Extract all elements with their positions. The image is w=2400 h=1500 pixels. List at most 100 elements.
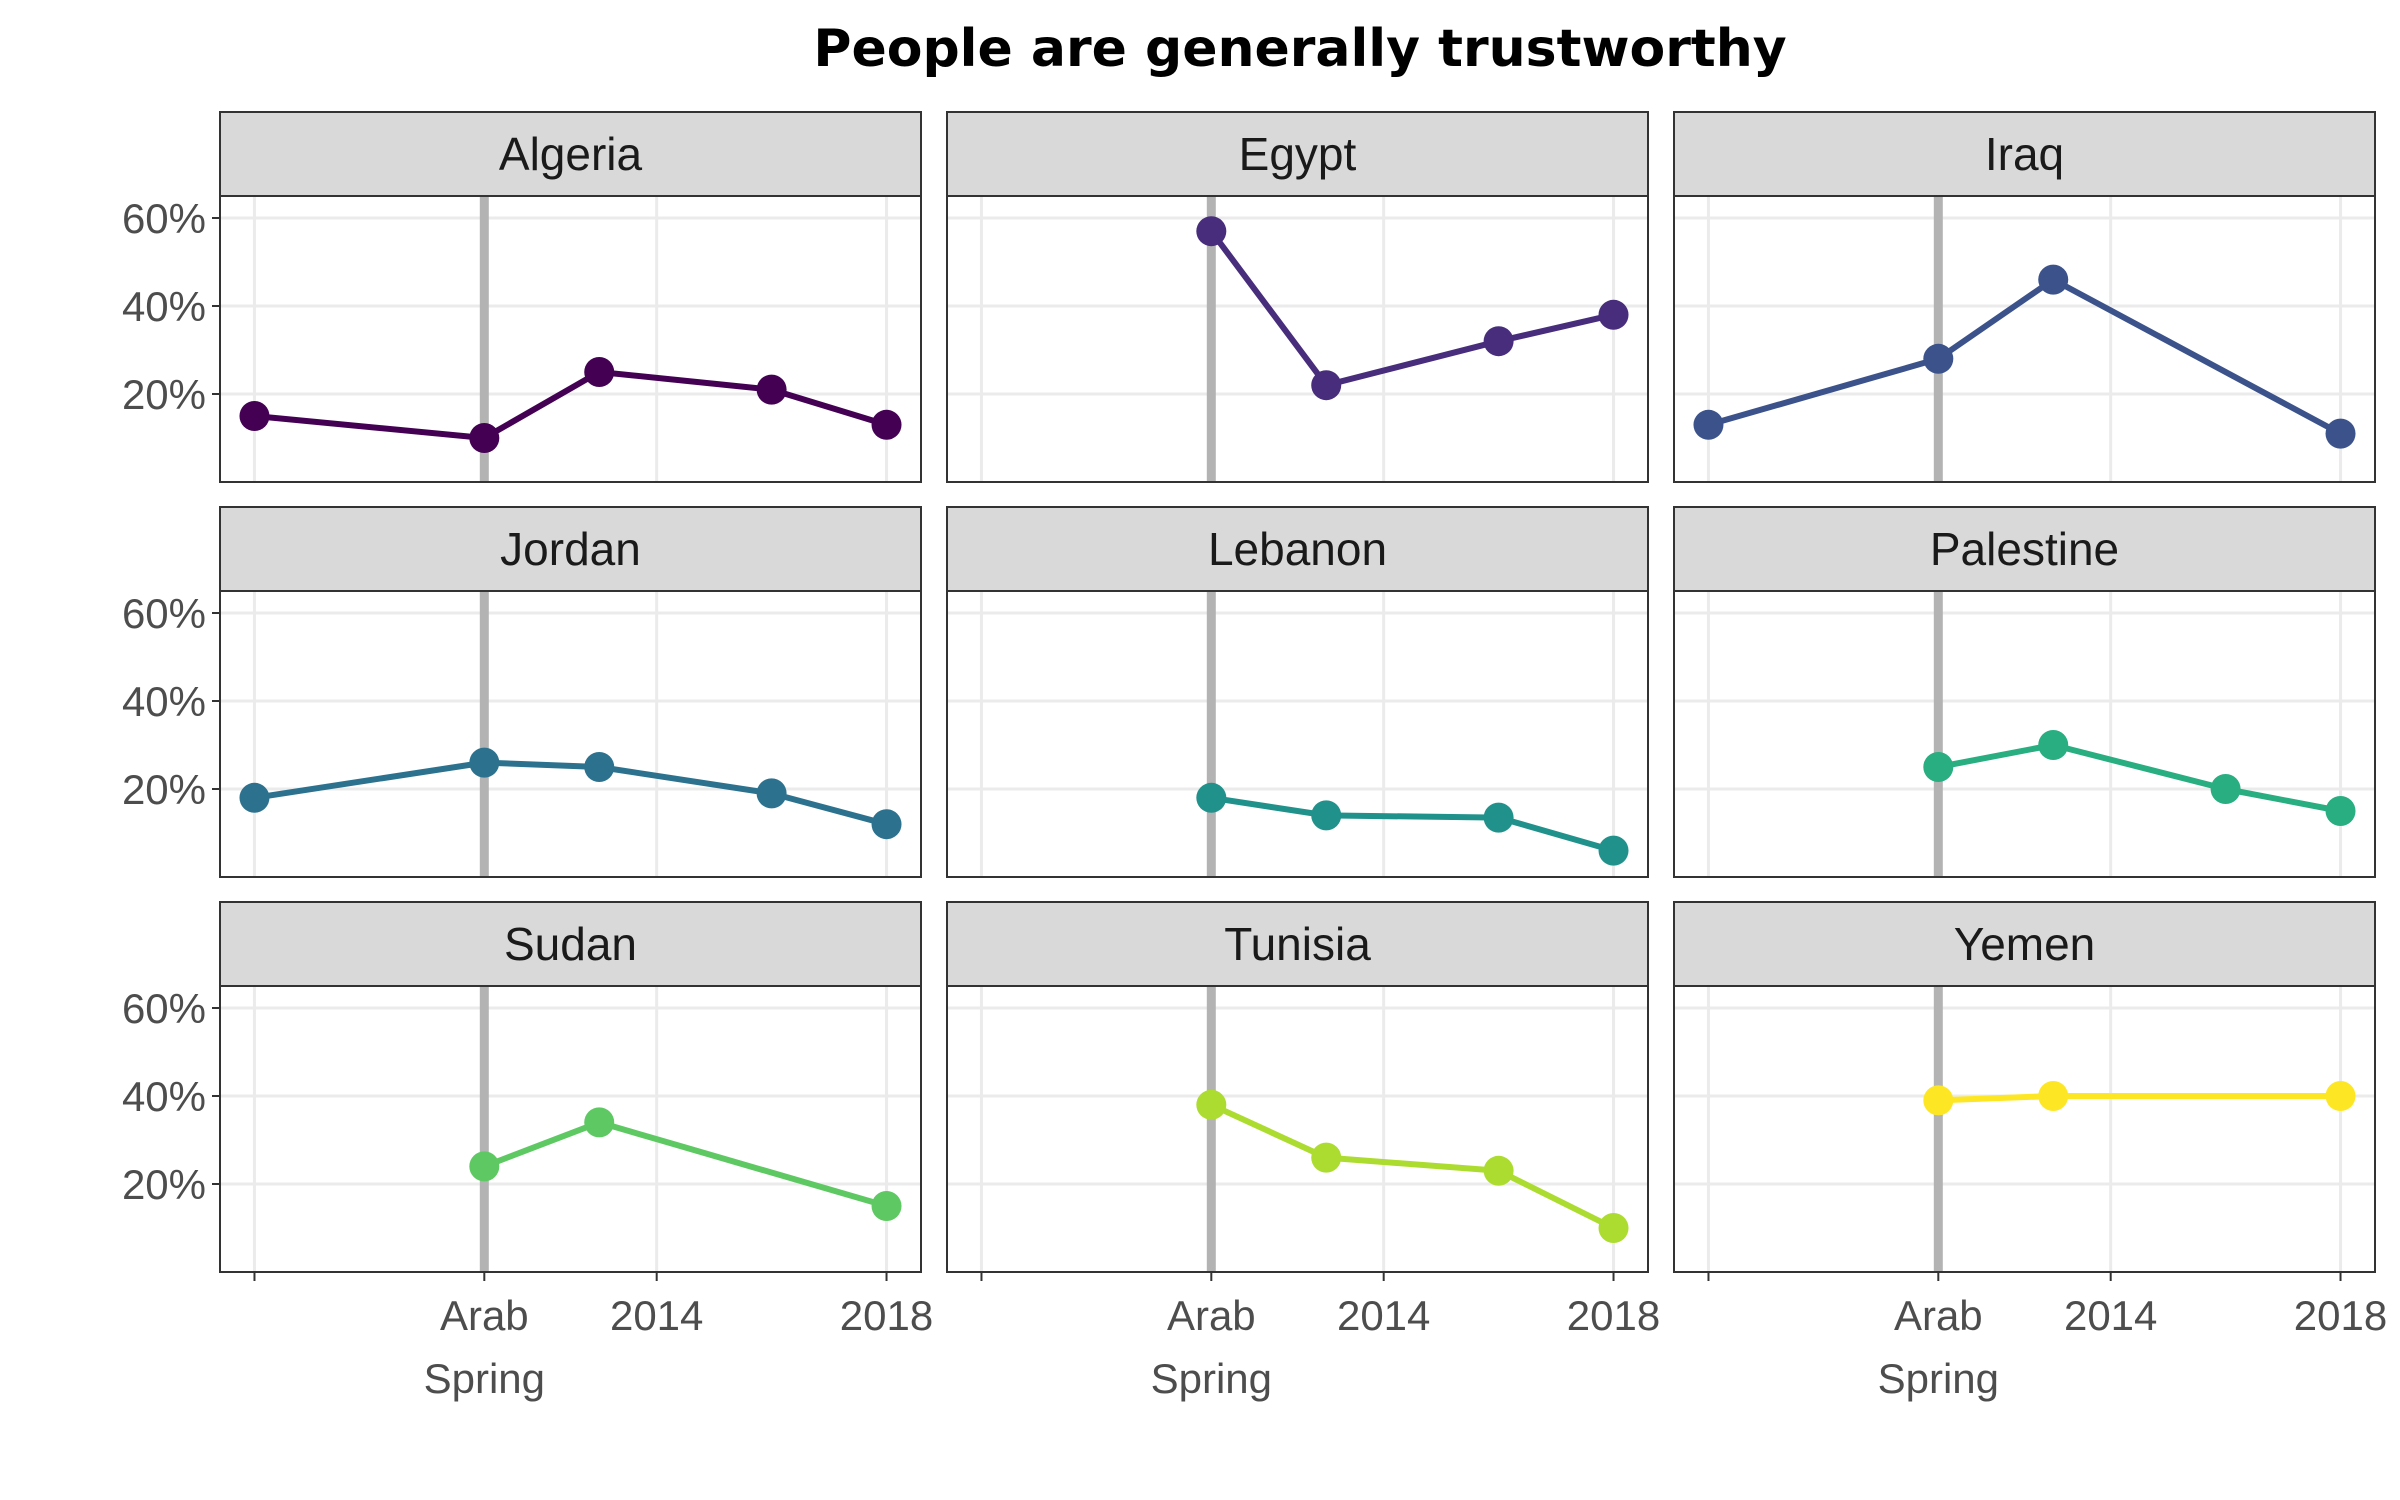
data-point bbox=[1196, 216, 1227, 247]
data-point bbox=[1483, 326, 1514, 357]
strip-label: Palestine bbox=[1930, 523, 2119, 575]
panel-border bbox=[1673, 590, 2376, 878]
y-tick-label: 40% bbox=[122, 1073, 206, 1120]
data-point bbox=[584, 752, 615, 782]
x-tick-label-line: 2018 bbox=[840, 1292, 933, 1339]
data-point bbox=[871, 409, 902, 440]
data-point bbox=[871, 809, 902, 840]
panel-border bbox=[219, 195, 922, 483]
data-point bbox=[584, 357, 615, 387]
plot-background bbox=[220, 196, 921, 482]
data-point bbox=[469, 423, 500, 453]
data-point bbox=[1693, 409, 1724, 440]
plot-background bbox=[947, 986, 1648, 1272]
panel-border bbox=[219, 985, 922, 1273]
data-point bbox=[1598, 299, 1629, 330]
y-tick-label: 60% bbox=[122, 985, 206, 1032]
x-tick-label-line: 2014 bbox=[610, 1292, 703, 1339]
plot-background bbox=[947, 196, 1648, 482]
panel-algeria: Algeria 20% 40% 60% bbox=[122, 111, 922, 483]
series-line-tunisia bbox=[1208, 1101, 1617, 1231]
x-tick-label: 2018 bbox=[1567, 1292, 1660, 1339]
strip-background bbox=[946, 901, 1649, 987]
plot-background bbox=[1674, 591, 2375, 877]
strip-label: Algeria bbox=[499, 128, 643, 180]
plot-background bbox=[947, 591, 1648, 877]
series-line-lebanon bbox=[1208, 794, 1617, 854]
panel-yemen: Yemen Arab Spring 2014 2018 bbox=[1673, 901, 2387, 1402]
plot-background bbox=[1674, 986, 2375, 1272]
data-point bbox=[1598, 1213, 1629, 1243]
chart-title: People are generally trustworthy bbox=[813, 19, 1786, 79]
x-tick-label-line: Arab bbox=[1894, 1292, 1983, 1339]
panel-lebanon: Lebanon bbox=[946, 506, 1649, 878]
x-tick-label-line: 2018 bbox=[1567, 1292, 1660, 1339]
strip-background bbox=[946, 506, 1649, 592]
panel-border bbox=[219, 590, 922, 878]
x-tick-label-line: Arab bbox=[440, 1292, 529, 1339]
x-tick-label-line: Arab bbox=[1167, 1292, 1256, 1339]
data-point bbox=[239, 782, 270, 813]
y-tick-label: 60% bbox=[122, 590, 206, 637]
x-tick-label: 2018 bbox=[840, 1292, 933, 1339]
facet-panels: Algeria 20% 40% 60% Egypt Iraq Jordan 20% 40% 60%… bbox=[122, 111, 2387, 1402]
data-point bbox=[1196, 782, 1227, 813]
strip-label: Jordan bbox=[500, 523, 641, 575]
data-point bbox=[1923, 1085, 1954, 1116]
data-point bbox=[2038, 1081, 2069, 1111]
plot-background bbox=[220, 591, 921, 877]
strip-label: Egypt bbox=[1239, 128, 1357, 180]
x-tick-label: 2018 bbox=[2294, 1292, 2387, 1339]
data-point bbox=[2038, 264, 2069, 295]
data-point bbox=[239, 401, 270, 431]
y-tick-label: 40% bbox=[122, 678, 206, 725]
y-tick-label: 40% bbox=[122, 283, 206, 330]
data-point bbox=[1923, 752, 1954, 782]
data-point bbox=[756, 374, 787, 405]
x-tick-label-line: Spring bbox=[424, 1355, 545, 1402]
series-line-iraq bbox=[1705, 276, 2344, 437]
data-point bbox=[584, 1107, 615, 1138]
y-tick-label: 20% bbox=[122, 371, 206, 418]
data-point bbox=[2325, 796, 2356, 826]
panel-palestine: Palestine bbox=[1673, 506, 2376, 878]
panel-sudan: Sudan 20% 40% 60% Arab Spring 2014 2018 bbox=[122, 901, 933, 1402]
panel-border bbox=[946, 195, 1649, 483]
panel-tunisia: Tunisia Arab Spring 2014 2018 bbox=[946, 901, 1660, 1402]
data-point bbox=[469, 1151, 500, 1182]
x-tick-label-line: Spring bbox=[1151, 1355, 1272, 1402]
data-point bbox=[1311, 1142, 1342, 1173]
data-point bbox=[2325, 1081, 2356, 1111]
data-point bbox=[871, 1191, 902, 1221]
panel-border bbox=[1673, 195, 2376, 483]
x-tick-label-line: 2014 bbox=[2064, 1292, 2157, 1339]
data-point bbox=[469, 747, 500, 778]
x-tick-label-line: 2014 bbox=[1337, 1292, 1430, 1339]
data-point bbox=[1483, 1155, 1514, 1186]
series-line-egypt bbox=[1208, 228, 1617, 389]
panel-border bbox=[946, 590, 1649, 878]
plot-background bbox=[1674, 196, 2375, 482]
data-point bbox=[1311, 800, 1342, 831]
data-point bbox=[2038, 730, 2069, 760]
panel-border bbox=[946, 985, 1649, 1273]
panel-iraq: Iraq bbox=[1673, 111, 2376, 483]
strip-background bbox=[219, 111, 922, 197]
x-tick-label: 2014 bbox=[610, 1292, 703, 1339]
panel-jordan: Jordan 20% 40% 60% bbox=[122, 506, 922, 878]
y-tick-label: 60% bbox=[122, 195, 206, 242]
x-tick-label: Arab Spring bbox=[1151, 1292, 1272, 1402]
data-point bbox=[1311, 370, 1342, 401]
data-point bbox=[1196, 1089, 1227, 1120]
x-tick-label-line: Spring bbox=[1878, 1355, 1999, 1402]
x-tick-label: Arab Spring bbox=[1878, 1292, 1999, 1402]
x-tick-label: Arab Spring bbox=[424, 1292, 545, 1402]
panel-egypt: Egypt bbox=[946, 111, 1649, 483]
panel-border bbox=[1673, 985, 2376, 1273]
strip-background bbox=[219, 901, 922, 987]
strip-label: Lebanon bbox=[1208, 523, 1387, 575]
data-point bbox=[1923, 343, 1954, 374]
data-point bbox=[2325, 418, 2356, 449]
data-point bbox=[1598, 835, 1629, 866]
